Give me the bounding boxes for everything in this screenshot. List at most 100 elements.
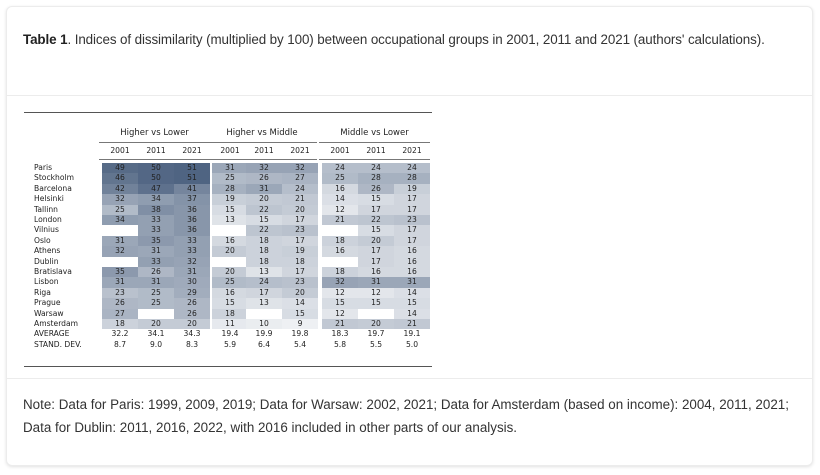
table-cell: 31: [394, 277, 430, 288]
table-bottom-rule: [24, 366, 432, 367]
table-cell: 16: [358, 267, 394, 278]
table-cell: 26: [174, 308, 210, 319]
summary-cell: 19.8: [291, 329, 309, 339]
table-cell: 25: [212, 277, 248, 288]
summary-cell: 5.9: [223, 339, 237, 349]
table-cell: 20: [174, 319, 210, 330]
table-cell: 23: [282, 225, 318, 236]
year-header: 2001: [220, 146, 240, 155]
table-cell: 51: [174, 173, 210, 184]
summary-cell: 5.5: [369, 339, 383, 349]
table-cell: 20: [282, 287, 318, 299]
summary-cell: 18.3: [331, 329, 349, 339]
row-label-city: Warsaw: [34, 308, 64, 318]
table-top-rule: [24, 112, 432, 113]
group-rule: [99, 142, 210, 143]
table-cell: 35: [138, 235, 174, 247]
table-cell: 20: [212, 267, 248, 278]
table-cell: [102, 225, 138, 236]
table-cell: 33: [174, 235, 210, 247]
table-cell: 17: [394, 194, 430, 205]
table-cell: 16: [322, 183, 358, 195]
row-label-city: Helsinki: [34, 194, 64, 204]
table-cell: 32: [282, 163, 318, 174]
table-cell: 23: [282, 277, 318, 288]
summary-cell: 19.7: [367, 329, 385, 339]
table-cell: 15: [358, 225, 394, 236]
table-cell: 24: [282, 183, 318, 195]
table-cell: 37: [174, 194, 210, 205]
table-cell: 21: [322, 215, 358, 226]
table-cell: 29: [174, 287, 210, 299]
row-label-city: Tallinn: [34, 204, 58, 214]
table-cell: 32: [246, 163, 282, 174]
table-cell: 18: [246, 246, 282, 257]
table-cell: 34: [138, 194, 174, 205]
table-cell: 19: [282, 246, 318, 257]
table-cell: 17: [358, 256, 394, 267]
table-cell: 20: [138, 319, 174, 330]
table-cell: 12: [322, 204, 358, 215]
table-cell: 15: [358, 298, 394, 309]
group-header: Higher vs Middle: [226, 128, 298, 138]
summary-cell: 34.3: [183, 329, 201, 339]
year-header: 2001: [110, 146, 130, 155]
table-cell: 31: [138, 277, 174, 288]
table-caption: Table 1. Indices of dissimilarity (multi…: [23, 25, 793, 54]
header-rule: [99, 159, 210, 160]
table-cell: 21: [322, 319, 358, 330]
table-cell: 20: [212, 246, 248, 257]
table-cell: 19: [394, 183, 430, 195]
group-header: Middle vs Lower: [340, 128, 409, 138]
table-cell: 21: [394, 319, 430, 330]
table-cell: 19: [212, 194, 248, 205]
table-cell: 36: [174, 204, 210, 215]
table-cell: [212, 256, 248, 267]
caption-label: Table 1: [23, 32, 68, 47]
table-cell: 15: [282, 308, 318, 319]
table-cell: 25: [322, 173, 358, 184]
table-cell: 15: [212, 204, 248, 215]
summary-cell: 34.1: [147, 329, 165, 339]
table-cell: [322, 225, 358, 236]
table-cell: 22: [358, 215, 394, 226]
table-cell: 49: [102, 163, 138, 174]
table-cell: 17: [358, 204, 394, 215]
table-cell: 20: [246, 194, 282, 205]
table-cell: 51: [174, 163, 210, 174]
year-header: 2011: [254, 146, 274, 155]
table-cell: 28: [212, 183, 248, 195]
table-cell: 14: [394, 308, 430, 319]
group-rule: [319, 142, 430, 143]
summary-cell: 19.1: [403, 329, 421, 339]
table-cell: 18: [322, 235, 358, 247]
table-cell: 13: [212, 215, 248, 226]
year-header: 2021: [182, 146, 202, 155]
table-cell: 38: [138, 204, 174, 215]
table-cell: 31: [174, 267, 210, 278]
table-cell: 16: [322, 246, 358, 257]
group-header: Higher vs Lower: [120, 128, 189, 138]
table-cell: 42: [102, 183, 138, 195]
table-cell: [246, 308, 282, 319]
table-cell: 50: [138, 163, 174, 174]
year-header: 2001: [330, 146, 350, 155]
summary-cell: 8.3: [185, 339, 199, 349]
table-cell: 34: [102, 215, 138, 226]
table-cell: 33: [138, 215, 174, 226]
table-cell: 15: [394, 298, 430, 309]
table-cell: 20: [282, 204, 318, 215]
summary-cell: 6.4: [257, 339, 271, 349]
summary-cell: 5.0: [405, 339, 419, 349]
table-cell: 32: [174, 256, 210, 267]
table-cell: 35: [102, 267, 138, 278]
table-cell: 22: [246, 225, 282, 236]
divider: [7, 378, 812, 379]
year-header: 2011: [366, 146, 386, 155]
table-cell: 18: [246, 256, 282, 267]
row-label-city: Dublin: [34, 256, 59, 266]
table-cell: [102, 256, 138, 267]
table-cell: 15: [212, 298, 248, 309]
table-cell: 20: [358, 319, 394, 330]
table-cell: 26: [246, 173, 282, 184]
